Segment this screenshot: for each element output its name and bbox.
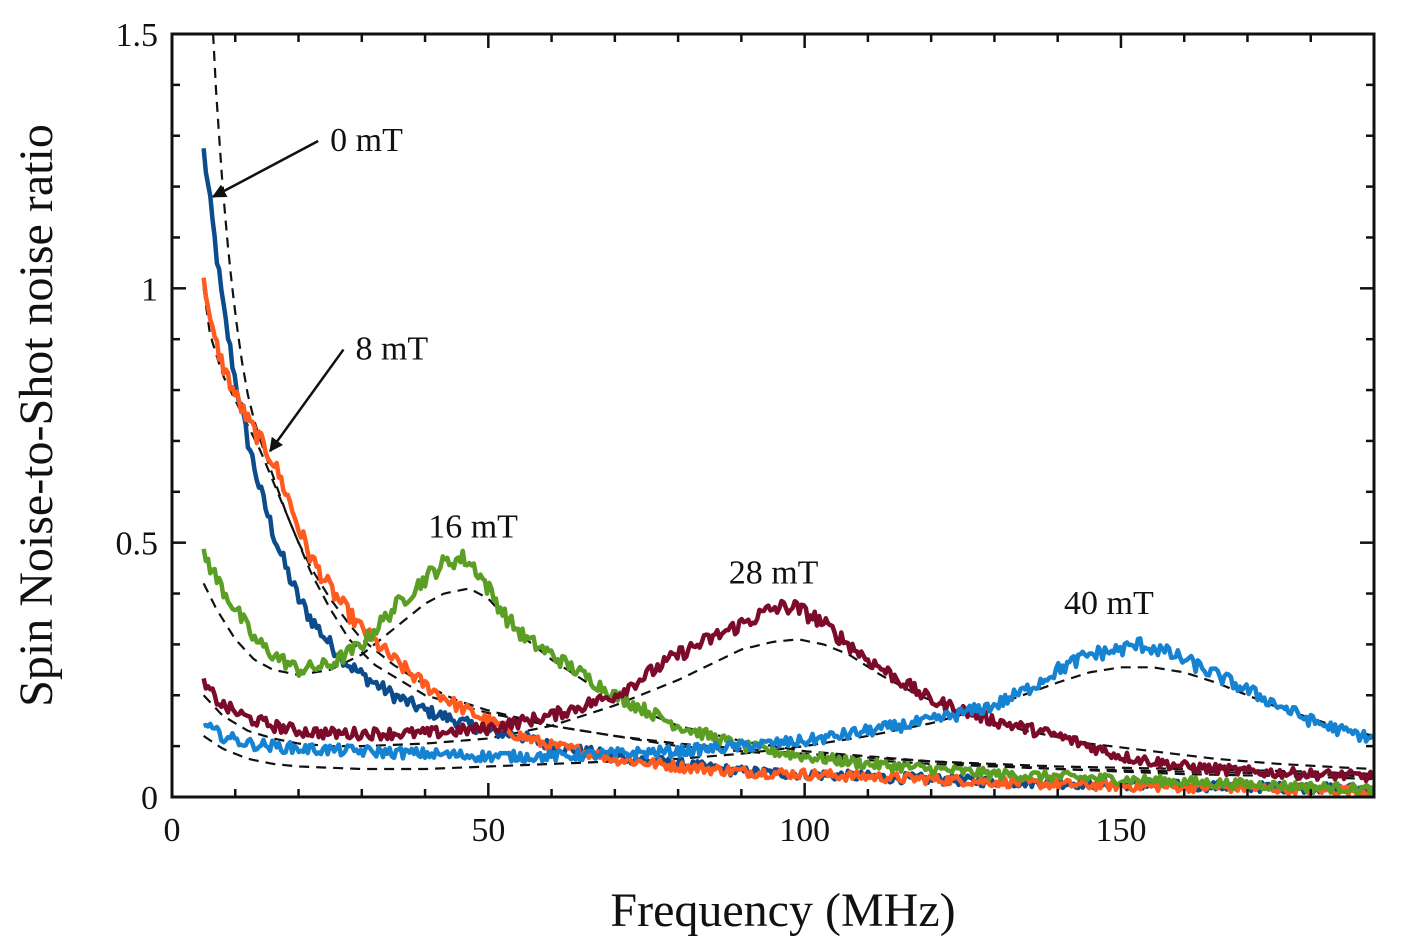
label-0mt: 0 mT (330, 122, 403, 159)
series-8-mt (201, 277, 1374, 797)
series-40-mt (202, 636, 1374, 765)
data-series (201, 148, 1374, 797)
arrow-0mt (211, 139, 319, 198)
x-tick-label: 0 (164, 812, 181, 849)
y-tick-label: 0.5 (116, 526, 159, 563)
plot-frame (170, 32, 1376, 799)
fit-curve-16-mt (202, 582, 1374, 781)
y-tick-label: 1.5 (116, 17, 159, 54)
label-40mt: 40 mT (1064, 585, 1154, 622)
axes: 0 50 100 150 0 0.5 1 1.5 Frequency (MHz) Spin Noi… (10, 17, 1376, 937)
y-tick-label: 1 (141, 271, 158, 308)
series-28-mt (201, 598, 1374, 784)
fit-curve-28-mt (202, 638, 1374, 771)
annotations: 0 mT 8 mT 16 mT 28 mT 40 mT (211, 122, 1154, 622)
label-16mt: 16 mT (428, 509, 518, 546)
x-tick-label: 100 (779, 812, 830, 849)
label-8mt: 8 mT (355, 331, 428, 368)
x-axis-title: Frequency (MHz) (610, 884, 955, 937)
x-tick-label: 50 (471, 812, 505, 849)
series-0-mt (201, 148, 1374, 797)
x-tick-label: 150 (1095, 812, 1146, 849)
y-tick-label: 0 (141, 780, 158, 817)
label-28mt: 28 mT (729, 554, 819, 591)
fit-curve-40-mt (203, 666, 1374, 771)
arrow-8mt (269, 348, 345, 453)
y-axis-title: Spin Noise-to-Shot noise ratio (10, 124, 63, 707)
series-16-mt (201, 548, 1374, 797)
